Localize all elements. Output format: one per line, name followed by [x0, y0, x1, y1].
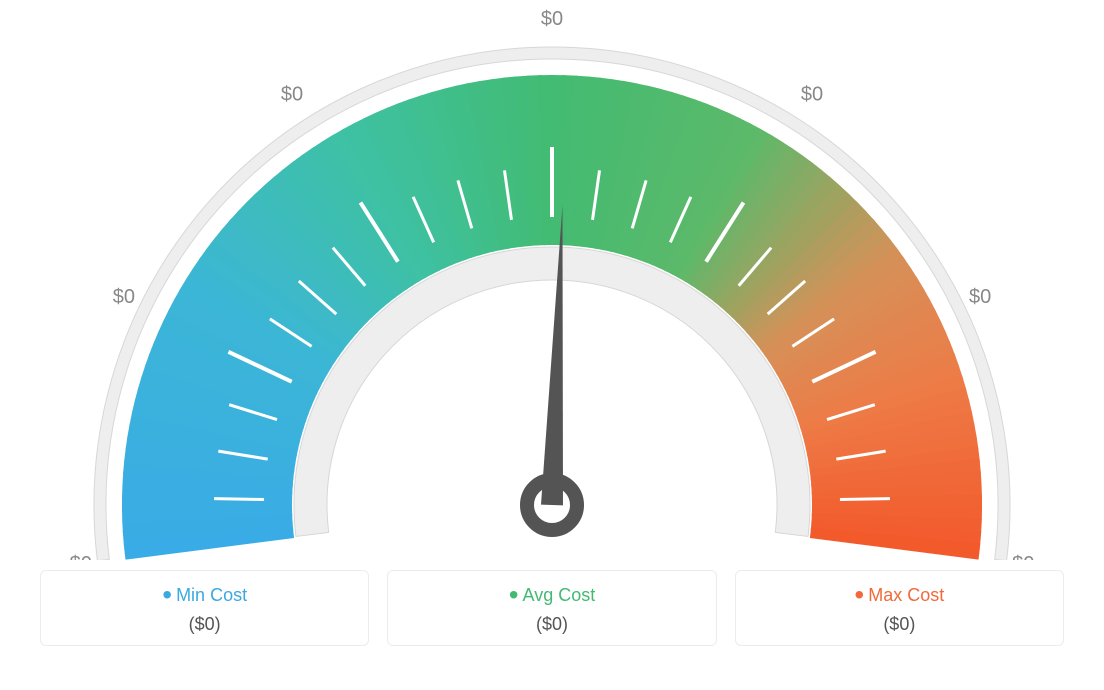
legend-dot-icon: •: [162, 579, 172, 610]
gauge-minor-tick: [214, 499, 264, 500]
legend-card: •Avg Cost ($0): [387, 570, 716, 646]
gauge-tick-label: $0: [70, 553, 92, 560]
legend-value: ($0): [396, 614, 707, 635]
gauge-tick-label: $0: [801, 83, 823, 105]
legend-card: •Max Cost ($0): [735, 570, 1064, 646]
gauge-tick-label: $0: [281, 83, 303, 105]
legend-label: Min Cost: [176, 585, 247, 605]
legend-title: •Min Cost: [49, 585, 360, 606]
legend-label: Max Cost: [868, 585, 944, 605]
legend-value: ($0): [744, 614, 1055, 635]
cost-gauge-chart: $0 $0 $0 $0 $0 $0 $0: [0, 0, 1104, 560]
gauge-minor-tick: [840, 499, 890, 500]
legend-title: •Avg Cost: [396, 585, 707, 606]
gauge-tick-label: $0: [1012, 553, 1034, 560]
legend-dot-icon: •: [509, 579, 519, 610]
legend-title: •Max Cost: [744, 585, 1055, 606]
legend-card: •Min Cost ($0): [40, 570, 369, 646]
gauge-tick-label: $0: [541, 8, 563, 30]
gauge-tick-label: $0: [113, 286, 135, 308]
legend-row: •Min Cost($0)•Avg Cost($0)•Max Cost($0): [0, 570, 1104, 646]
legend-value: ($0): [49, 614, 360, 635]
legend-label: Avg Cost: [523, 585, 596, 605]
gauge-tick-label: $0: [969, 286, 991, 308]
legend-dot-icon: •: [854, 579, 864, 610]
